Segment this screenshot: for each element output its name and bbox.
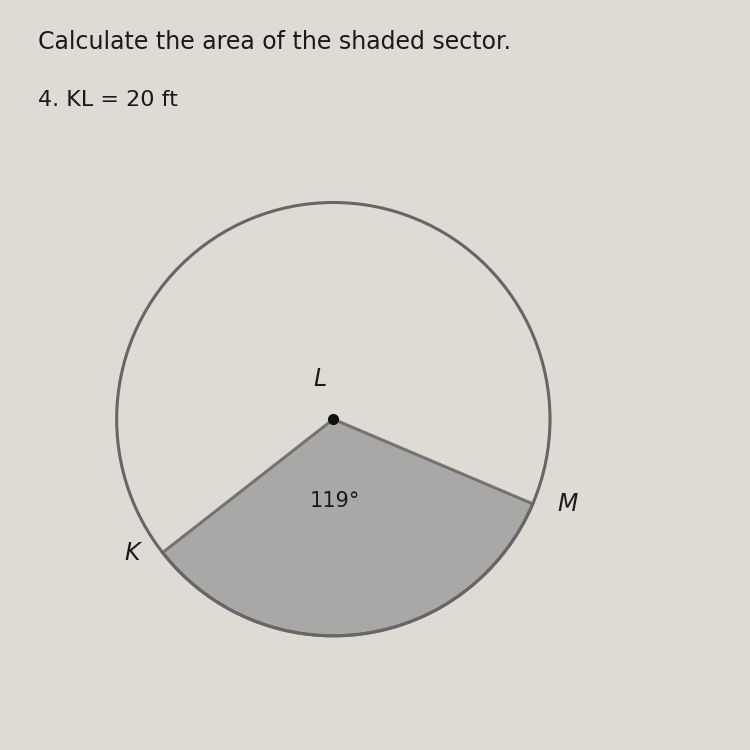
Text: K: K [124, 541, 140, 565]
Wedge shape [163, 419, 532, 636]
Text: 119°: 119° [309, 490, 359, 511]
Text: M: M [557, 492, 578, 516]
Text: L: L [314, 367, 327, 391]
Text: 4. KL = 20 ft: 4. KL = 20 ft [38, 90, 177, 110]
Text: Calculate the area of the shaded sector.: Calculate the area of the shaded sector. [38, 30, 511, 54]
